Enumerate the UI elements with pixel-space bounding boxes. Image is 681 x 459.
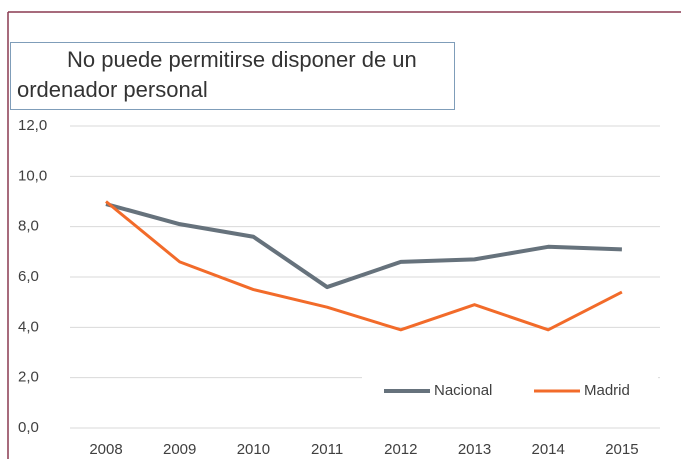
x-tick-label: 2013 [458, 441, 491, 458]
x-tick-label: 2009 [163, 441, 196, 458]
y-tick-label: 6,0 [18, 268, 39, 285]
line-series [105, 200, 623, 332]
chart-title: No puede permitirse disponer de un orden… [10, 42, 455, 110]
x-tick-label: 2012 [384, 441, 417, 458]
legend-label: Nacional [434, 382, 492, 399]
x-tick-label: 2008 [89, 441, 122, 458]
y-tick-label: 10,0 [18, 167, 47, 184]
y-tick-label: 2,0 [18, 369, 39, 386]
y-tick-label: 4,0 [18, 318, 39, 335]
line-series [105, 202, 622, 290]
y-tick-label: 0,0 [18, 419, 39, 436]
legend-label: Madrid [584, 382, 630, 399]
x-tick-label: 2010 [237, 441, 270, 458]
y-tick-label: 8,0 [18, 218, 39, 235]
x-tick-label: 2014 [532, 441, 565, 458]
x-tick-label: 2015 [605, 441, 638, 458]
y-tick-label: 12,0 [18, 117, 47, 134]
x-tick-label: 2011 [311, 441, 343, 458]
